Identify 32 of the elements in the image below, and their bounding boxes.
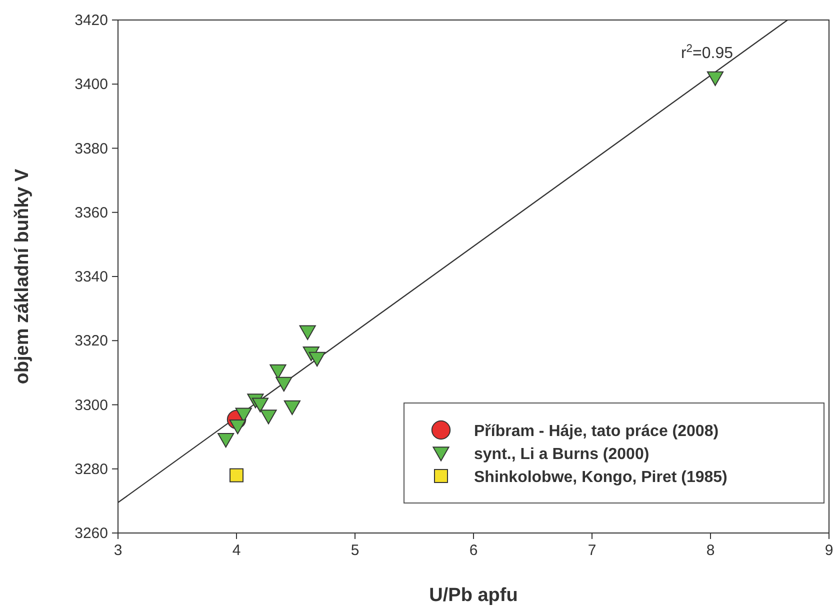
point — [230, 468, 244, 482]
x-tick-label: 9 — [824, 542, 834, 559]
x-tick-label: 7 — [588, 542, 596, 559]
point — [252, 398, 268, 412]
x-tick-label: 6 — [469, 542, 478, 559]
y-tick-label: 3320 — [74, 332, 108, 350]
point — [276, 376, 292, 392]
point — [260, 410, 277, 424]
y-tick-label: 3260 — [74, 525, 108, 542]
y-tick-label: 3280 — [74, 460, 108, 478]
point — [706, 71, 724, 86]
x-tick-label: 4 — [232, 542, 241, 559]
x-tick-label: 5 — [350, 542, 360, 559]
point — [229, 420, 246, 434]
legend-label: Příbram - Háje, tato práce (2008) — [474, 423, 719, 440]
point — [308, 352, 326, 367]
y-tick-label: 3360 — [74, 204, 108, 222]
point — [284, 400, 300, 415]
y-tick-label: 3400 — [74, 76, 108, 94]
y-tick-label: 3380 — [74, 140, 108, 158]
y-tick-label: 3420 — [74, 12, 108, 29]
point — [299, 325, 316, 340]
y-tick-label: 3340 — [74, 268, 108, 286]
x-tick-label: 8 — [706, 542, 715, 559]
legend-label: Shinkolobwe, Kongo, Piret (1985) — [474, 469, 728, 486]
y-tick-label: 3300 — [74, 396, 108, 414]
point — [218, 433, 234, 448]
y-axis-title: objem základní buňky V — [12, 168, 33, 384]
annotation: r$^{2}$=0.95 — [680, 43, 734, 62]
x-axis-title: U/Pb apfu — [429, 585, 518, 606]
legend-label: synt., Li a Burns (2000) — [474, 446, 650, 463]
x-tick-label: 3 — [114, 542, 122, 559]
